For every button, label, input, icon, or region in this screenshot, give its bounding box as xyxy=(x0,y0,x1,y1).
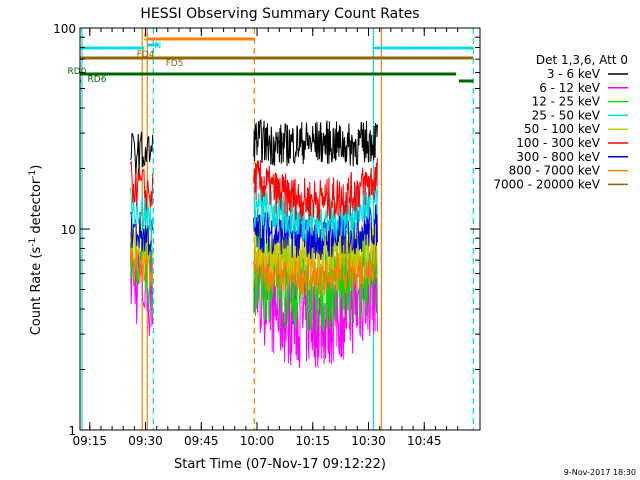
series-line xyxy=(129,131,154,175)
legend-entry-label: 7000 - 20000 keV xyxy=(493,177,600,191)
flag-label-s: S xyxy=(143,33,149,43)
flag-label-rd0: RD0 xyxy=(67,67,86,77)
legend-entry-label: 800 - 7000 keV xyxy=(509,164,601,178)
series-line xyxy=(253,204,378,260)
axes: 09:15 09:30 09:45 10:00 10:15 10:30 10:45 1 10 10… xyxy=(53,22,481,448)
x-tick-label: 10:45 xyxy=(407,434,442,448)
series-line xyxy=(129,187,154,241)
flag-label-n: N xyxy=(154,41,161,51)
flag-label-rd6: RD6 xyxy=(88,75,107,85)
series-line xyxy=(253,179,378,243)
x-tick-label: 09:30 xyxy=(128,434,163,448)
y-tick-label: 10 xyxy=(61,223,76,237)
series-line xyxy=(129,242,154,286)
legend-entry-label: 12 - 25 keV xyxy=(532,95,601,109)
legend-entry-label: 25 - 50 keV xyxy=(532,108,601,122)
y-tick-label: 1 xyxy=(68,424,76,438)
y-axis-label: Count Rate (s-1 detector-1) xyxy=(28,165,44,336)
x-axis-label: Start Time (07-Nov-17 09:12:22) xyxy=(174,457,386,472)
legend-entry-label: 3 - 6 keV xyxy=(547,67,601,81)
x-tick-label: 10:00 xyxy=(240,434,275,448)
legend-entry-label: 6 - 12 keV xyxy=(539,81,601,95)
series-line xyxy=(253,244,378,296)
series-line xyxy=(129,211,154,256)
legend-entry-label: 300 - 800 keV xyxy=(516,150,600,164)
legend-entry-label: 100 - 300 keV xyxy=(516,136,600,150)
y-axis-label-suffix: ) xyxy=(29,165,44,170)
y-axis-label-prefix: Count Rate (s xyxy=(29,247,44,336)
legend-header: Det 1,3,6, Att 0 xyxy=(536,53,628,67)
series-line xyxy=(253,157,378,222)
y-tick-label: 100 xyxy=(53,22,76,36)
flag-label-fd4: FD4 xyxy=(137,50,155,60)
y-axis-label-mid: detector xyxy=(29,178,44,238)
series-line xyxy=(129,161,154,211)
x-tick-label: 10:15 xyxy=(295,434,330,448)
legend-entry-label: 50 - 100 keV xyxy=(524,122,601,136)
chart-title: HESSI Observing Summary Count Rates xyxy=(140,6,419,22)
y-axis-label-sup1: -1 xyxy=(28,238,38,247)
x-tick-label: 10:30 xyxy=(351,434,386,448)
footer-date: 9-Nov-2017 18:30 xyxy=(564,468,636,477)
flag-label-fd5: FD5 xyxy=(166,59,184,69)
series-line xyxy=(253,118,378,167)
y-axis-label-sup2: -1 xyxy=(28,170,38,179)
x-tick-label: 09:45 xyxy=(184,434,219,448)
x-tick-label: 09:15 xyxy=(72,434,107,448)
